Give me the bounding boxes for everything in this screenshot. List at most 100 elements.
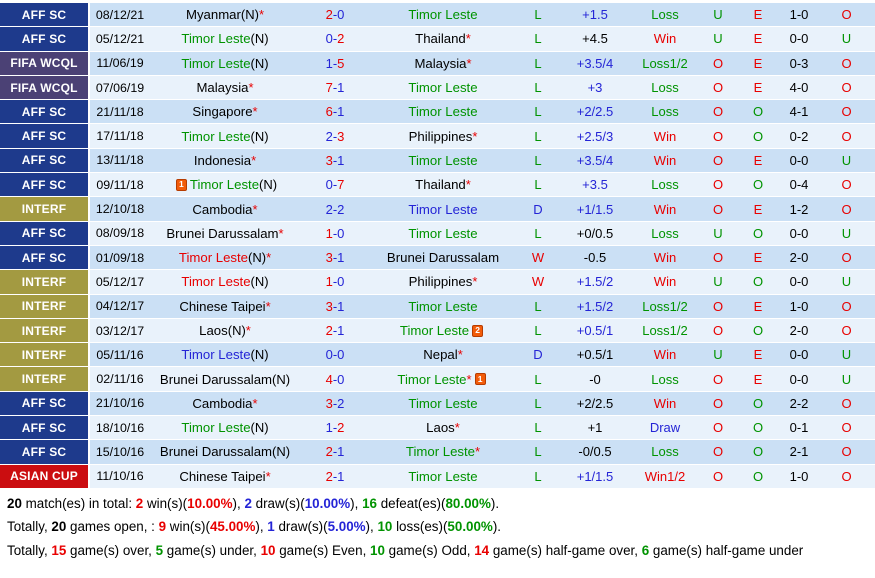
half-time-score-cell: 0-2: [780, 124, 818, 147]
score-cell: 0-2: [300, 27, 370, 50]
summary-text: game(s) Odd,: [384, 542, 475, 558]
half-over-under-result: U: [841, 274, 852, 290]
handicap-result-cell: Loss: [630, 3, 700, 26]
score-cell: 4-0: [300, 367, 370, 390]
away-goals: 1: [337, 298, 345, 314]
handicap-result: Loss: [651, 80, 679, 96]
handicap-result: Win: [653, 201, 677, 217]
away-team-name: Timor Leste: [408, 7, 478, 23]
neutral-venue-marker: (N): [250, 55, 269, 71]
competition-badge: AFF SC: [0, 416, 90, 440]
score-cell: 2-2: [300, 197, 370, 220]
match-date-label: 21/11/18: [96, 104, 144, 119]
away-team-cell: Timor Leste: [370, 197, 516, 220]
result-letter: L: [534, 55, 542, 71]
match-row: AFF SC 08/09/18 Brunei Darussalam * 1-0 Timor…: [0, 221, 875, 246]
competition-label: AFF SC: [21, 129, 67, 144]
half-time-score: 0-0: [789, 31, 809, 47]
match-row: AFF SC 21/11/18 Singapore * 6-1 Timor Leste L +…: [0, 100, 875, 125]
handicap-value-cell: +3.5/4: [560, 149, 630, 172]
home-goals: 1: [325, 420, 333, 436]
result-letter: L: [534, 444, 542, 460]
competition-label: AFF SC: [21, 444, 67, 459]
team-star-marker: *: [248, 80, 254, 96]
over-under-result-cell: O: [700, 440, 736, 463]
summary-text: games open, :: [66, 519, 159, 535]
even-odd-result-cell: E: [736, 149, 780, 172]
half-time-score-cell: 2-0: [780, 319, 818, 342]
away-team-name: Laos: [426, 420, 455, 436]
half-over-under-result: O: [841, 444, 852, 460]
away-goals: 3: [337, 128, 345, 144]
match-date-label: 04/12/17: [95, 299, 145, 314]
summary-number: 16: [362, 495, 377, 511]
summary-line-over-under: Totally, 15 game(s) over, 5 game(s) unde…: [7, 539, 868, 562]
match-date-label: 11/10/16: [96, 469, 144, 484]
handicap-result: Loss1/2: [642, 323, 688, 338]
home-team-name: Timor Leste: [181, 274, 251, 290]
away-goals: 2: [337, 420, 345, 436]
summary-text: game(s) under,: [163, 542, 261, 558]
result-letter: L: [534, 371, 542, 387]
handicap-result-cell: Loss: [630, 440, 700, 463]
half-over-under-cell: U: [818, 222, 875, 245]
handicap-value-cell: +4.5: [560, 27, 630, 50]
half-over-under-result: O: [841, 55, 852, 71]
even-odd-result-cell: O: [736, 416, 780, 439]
match-date: 11/10/16: [90, 465, 150, 488]
handicap-result-cell: Loss1/2: [630, 295, 700, 318]
half-time-score: 0-0: [789, 371, 809, 387]
team-star-marker: *: [465, 177, 471, 193]
match-row: AFF SC 05/12/21 Timor Leste (N) 0-2 Thailand *…: [0, 27, 875, 52]
handicap-result-cell: Win: [630, 197, 700, 220]
competition-label: INTERF: [21, 347, 67, 362]
handicap-value: +1/1.5: [576, 201, 614, 217]
match-row: AFF SC 21/10/16 Cambodia * 3-2 Timor Leste L +2…: [0, 391, 875, 417]
summary-text: match(es) in total:: [21, 495, 136, 511]
match-row: AFF SC 08/12/21 Myanmar (N) * 2-0 Timor Leste L…: [0, 3, 875, 28]
match-row: AFF SC 15/10/16 Brunei Darussalam (N) 2-1 Tim…: [0, 440, 875, 465]
half-time-score: 2-1: [789, 444, 809, 460]
neutral-venue-marker: (N): [227, 323, 246, 338]
result-letter: D: [533, 201, 543, 217]
competition-label: INTERF: [21, 323, 67, 338]
team-star-marker: *: [466, 371, 472, 387]
competition-label: AFF SC: [21, 177, 67, 192]
home-team-cell: Cambodia *: [150, 392, 300, 415]
score-dash: -: [332, 55, 338, 71]
over-under-result: U: [713, 7, 723, 23]
score-dash: -: [332, 250, 338, 266]
competition-badge: AFF SC: [0, 440, 90, 464]
over-under-result: O: [712, 80, 724, 96]
home-goals: 6: [325, 104, 333, 120]
handicap-result-cell: Loss: [630, 100, 700, 123]
half-over-under-cell: O: [818, 100, 875, 123]
match-date-label: 08/12/21: [95, 7, 145, 22]
team-star-marker: *: [466, 55, 472, 71]
competition-badge: AFF SC: [0, 100, 90, 124]
home-goals: 3: [325, 250, 333, 266]
home-team-name: Singapore: [192, 104, 253, 120]
handicap-value: +1.5/2: [576, 298, 614, 314]
handicap-result-cell: Win: [630, 149, 700, 172]
match-date-label: 15/10/16: [95, 444, 145, 459]
even-odd-result-cell: E: [736, 343, 780, 366]
over-under-result-cell: U: [700, 3, 736, 26]
summary-number: 14: [474, 542, 490, 558]
handicap-value: +2/2.5: [576, 395, 614, 411]
neutral-venue-marker: (N): [250, 347, 269, 363]
match-row: FIFA WCQL 11/06/19 Timor Leste (N) 1-5 Malays…: [0, 51, 875, 76]
home-team-name: Laos: [199, 323, 228, 338]
even-odd-result: O: [752, 323, 764, 338]
home-team-name: Indonesia: [193, 152, 252, 168]
handicap-result: Win: [653, 274, 677, 290]
away-goals: 2: [337, 201, 345, 217]
away-team-cell: Timor Leste 2: [370, 319, 516, 342]
over-under-result: U: [713, 274, 723, 290]
half-over-under-cell: O: [818, 3, 875, 26]
home-team-cell: Timor Leste (N) *: [150, 246, 300, 269]
score-dash: -: [332, 371, 338, 387]
even-odd-result: E: [753, 371, 763, 387]
handicap-value: +3.5/4: [576, 55, 614, 71]
home-team-cell: 1 Timor Leste (N): [150, 173, 300, 196]
